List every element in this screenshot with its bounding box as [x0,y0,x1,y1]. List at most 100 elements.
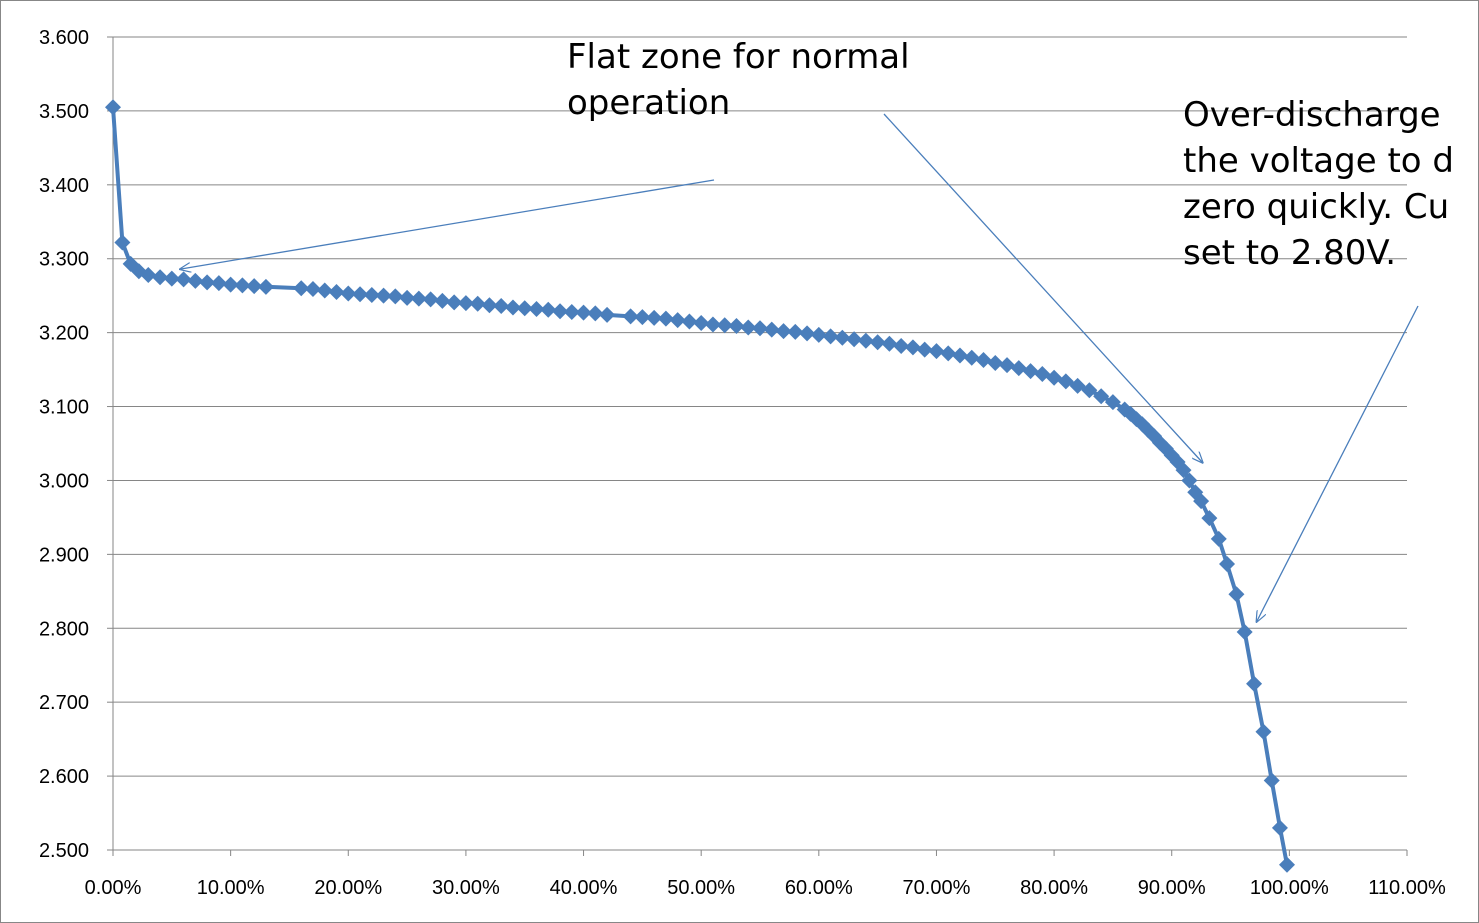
y-tick-label: 3.600 [39,27,89,49]
data-point [822,328,839,345]
data-point [704,316,721,333]
data-point [893,337,910,354]
data-point [693,315,710,332]
data-point [140,266,157,283]
tick-labels: 3.600 3.500 3.400 3.300 3.200 3.100 3.000 2.900… [39,27,1446,899]
data-point [1069,377,1086,394]
data-point [422,291,439,308]
data-point [846,331,863,348]
data-point [434,292,451,309]
data-point [775,323,792,340]
data-point [1081,382,1098,399]
data-point [114,234,131,251]
data-point [387,288,404,305]
annotation-arrow [181,179,715,269]
data-point [457,295,474,312]
data-point [222,276,239,293]
data-point [928,343,945,360]
data-point [316,282,333,299]
data-point [1271,819,1288,836]
y-tick-label: 2.900 [39,544,89,566]
data-point [446,294,463,311]
data-point [504,299,521,316]
data-point [293,280,310,297]
data-point [199,274,216,291]
data-point [1246,675,1263,692]
data-point [599,306,616,323]
x-tick-label: 10.00% [197,877,265,899]
data-point [587,305,604,322]
data-point [810,326,827,343]
x-tick-label: 30.00% [432,877,500,899]
data-point [1175,462,1192,479]
annotation-over-discharge: Over-discharge the voltage to d zero qui… [1183,92,1454,276]
y-tick-label: 3.100 [39,397,89,419]
x-tick-label: 40.00% [550,877,618,899]
data-point [1263,772,1280,789]
annotation-arrows [181,113,1419,621]
data-point [563,303,580,320]
data-point [1210,530,1227,547]
data-point [328,283,345,300]
data-point [951,347,968,364]
data-point [799,325,816,342]
data-point [410,290,427,307]
data-point [752,320,768,337]
data-point [622,308,639,325]
y-tick-label: 3.000 [39,470,89,492]
data-point [728,317,745,334]
y-tick-label: 2.600 [39,766,89,788]
annotation-flat-zone-line-2: operation [567,83,731,123]
x-tick-label: 90.00% [1138,877,1206,899]
data-point [528,300,545,317]
data-point [646,309,663,326]
data-point [493,298,510,315]
data-point [481,297,498,314]
data-point [552,303,569,320]
data-point [916,341,933,358]
data-point [375,287,392,304]
annotation-over-discharge-line-1: Over-discharge [1183,95,1441,135]
y-tick-label: 3.200 [39,323,89,345]
data-point [210,275,227,292]
x-tick-label: 110.00% [1368,877,1446,899]
data-point [234,277,251,294]
data-point [575,304,592,321]
data-point [1034,366,1051,383]
annotation-arrow [1257,305,1419,621]
data-point [163,270,180,287]
data-point [363,286,380,303]
data-point [834,329,851,346]
data-point [669,312,686,329]
x-tick-label: 60.00% [785,877,853,899]
data-point [763,321,780,338]
data-point [787,323,804,340]
annotation-over-discharge-line-4: set to 2.80V. [1183,233,1397,273]
data-point [857,332,874,349]
y-tick-label: 3.400 [39,175,89,197]
x-tick-label: 20.00% [314,877,382,899]
x-tick-label: 80.00% [1020,877,1088,899]
y-tick-label: 3.300 [39,249,89,271]
annotation-over-discharge-line-2: the voltage to d [1183,141,1454,181]
y-tick-label: 3.500 [39,101,89,123]
data-point [1228,586,1245,603]
x-tick-label: 70.00% [903,877,971,899]
data-point [246,278,263,295]
y-tick-label: 2.700 [39,692,89,714]
data-point [152,269,169,286]
data-point [940,345,957,362]
data-point [175,271,192,288]
data-point [399,289,416,306]
data-point [1181,472,1198,489]
data-point [681,313,698,330]
data-point [634,309,651,326]
data-point [1219,555,1236,572]
annotation-flat-zone-line-1: Flat zone for normal [567,37,910,77]
data-point [469,295,486,312]
data-point [740,319,757,336]
data-point [187,272,204,289]
x-tick-label: 100.00% [1250,877,1329,899]
data-point [1255,723,1272,740]
data-point [869,334,886,351]
